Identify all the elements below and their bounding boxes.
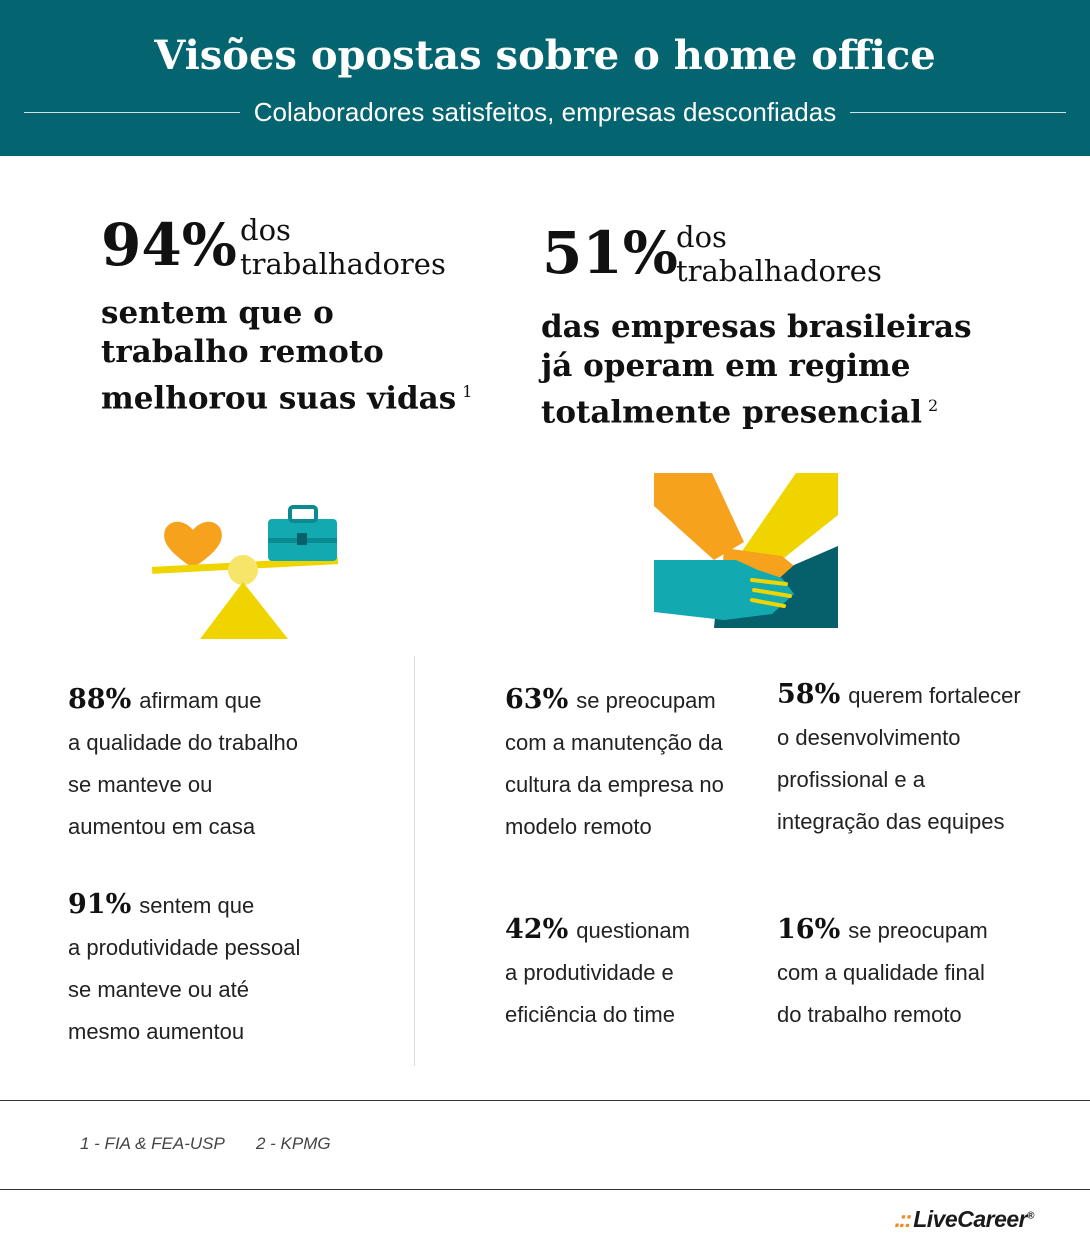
stat-text: questionam [576,918,690,943]
left-highlight-line: trabalho remoto [101,334,384,370]
stat-first-line: 16% se preocupam [777,909,988,952]
page-subtitle: Colaboradores satisfeitos, empresas desc… [253,96,837,127]
vertical-divider [414,656,415,1066]
source-1: 1 - FIA & FEA-USP [80,1134,225,1153]
stat-line: profissional e a [777,767,925,792]
stat-line: o desenvolvimento [777,725,961,750]
right-highlight-line: totalmente presencial 2 [541,386,972,432]
left-highlight-line-text: melhorou suas vidas [101,380,457,417]
stat-block-42: 42% questionam a produtividade e eficiênc… [505,909,690,1036]
stat-line: se manteve ou [68,772,213,797]
stat-text: se preocupam [576,688,716,713]
logo-registered-mark: ® [1027,1210,1034,1222]
stat-block-63: 63% se preocupam com a manutenção da cult… [505,679,724,848]
right-highlight-line: das empresas brasileiras [541,309,972,345]
stat-first-line: 58% querem fortalecer [777,674,1021,717]
stat-line: a produtividade pessoal [68,935,301,960]
stat-line: com a manutenção da [505,730,723,755]
stat-line: cultura da empresa no [505,772,724,797]
stat-block-91: 91% sentem que a produtividade pessoal se… [68,884,300,1053]
stat-text: se preocupam [848,918,988,943]
balance-scale-heart-briefcase-icon [151,505,339,639]
stat-line: eficiência do time [505,1002,675,1027]
subtitle-rule-left [23,111,240,113]
stat-line: a produtividade e [505,960,674,985]
stat-block-88: 88% afirmam que a qualidade do trabalho s… [68,679,298,848]
footer-rule-top [0,1100,1090,1101]
stat-first-line: 91% sentem que [68,884,300,927]
stat-text: afirmam que [139,688,262,713]
right-highlight-line: já operam em regime [541,348,911,384]
right-highlight-text: das empresas brasileiras já operam em re… [541,308,972,432]
stat-text: sentem que [139,893,255,918]
left-highlight-label-2: trabalhadores [240,247,446,281]
right-highlight-label-1: dos [676,220,727,254]
source-2: 2 - KPMG [256,1134,331,1153]
stat-first-line: 63% se preocupam [505,679,724,722]
stat-line: mesmo aumentou [68,1019,245,1044]
subtitle-row: Colaboradores satisfeitos, empresas desc… [0,94,1090,130]
right-highlight-value: 51% [542,219,678,287]
stat-text: querem fortalecer [848,683,1021,708]
footer-rule-bottom [0,1189,1090,1190]
stat-value: 91% [68,889,132,920]
stat-block-58: 58% querem fortalecer o desenvolvimento p… [777,674,1021,843]
stat-value: 16% [777,914,841,945]
left-highlight-value: 94% [101,211,237,279]
stat-first-line: 42% questionam [505,909,690,952]
stat-line: se manteve ou até [68,977,250,1002]
left-highlight-line: melhorou suas vidas 1 [101,372,472,418]
left-highlight-label-1: dos [240,213,291,247]
stat-line: aumentou em casa [68,814,256,839]
stat-line: do trabalho remoto [777,1002,962,1027]
stat-line: com a qualidade final [777,960,985,985]
stat-block-16: 16% se preocupam com a qualidade final do… [777,909,988,1036]
stat-value: 42% [505,914,569,945]
page-title: Visões opostas sobre o home office [154,32,936,79]
footnote-ref-2: 2 [928,396,939,415]
stat-line: integração das equipes [777,809,1005,834]
right-highlight-line-text: totalmente presencial [541,394,923,431]
left-highlight-line: sentem que o [101,295,334,331]
header-banner [0,0,1090,156]
right-highlight-label-2: trabalhadores [676,254,882,288]
livecareer-logo: .:: LiveCareer® [894,1206,1034,1233]
stat-first-line: 88% afirmam que [68,679,298,722]
left-highlight-text: sentem que o trabalho remoto melhorou su… [101,294,472,418]
handshake-icon [654,473,838,628]
stat-value: 58% [777,679,841,710]
stat-line: modelo remoto [505,814,652,839]
stat-value: 63% [505,684,569,715]
footnote-ref-1: 1 [462,382,473,401]
logo-text: LiveCareer [913,1206,1028,1232]
stat-value: 88% [68,684,132,715]
stat-line: a qualidade do trabalho [68,730,298,755]
subtitle-rule-right [850,111,1067,113]
logo-dots-icon: .:: [894,1206,912,1232]
